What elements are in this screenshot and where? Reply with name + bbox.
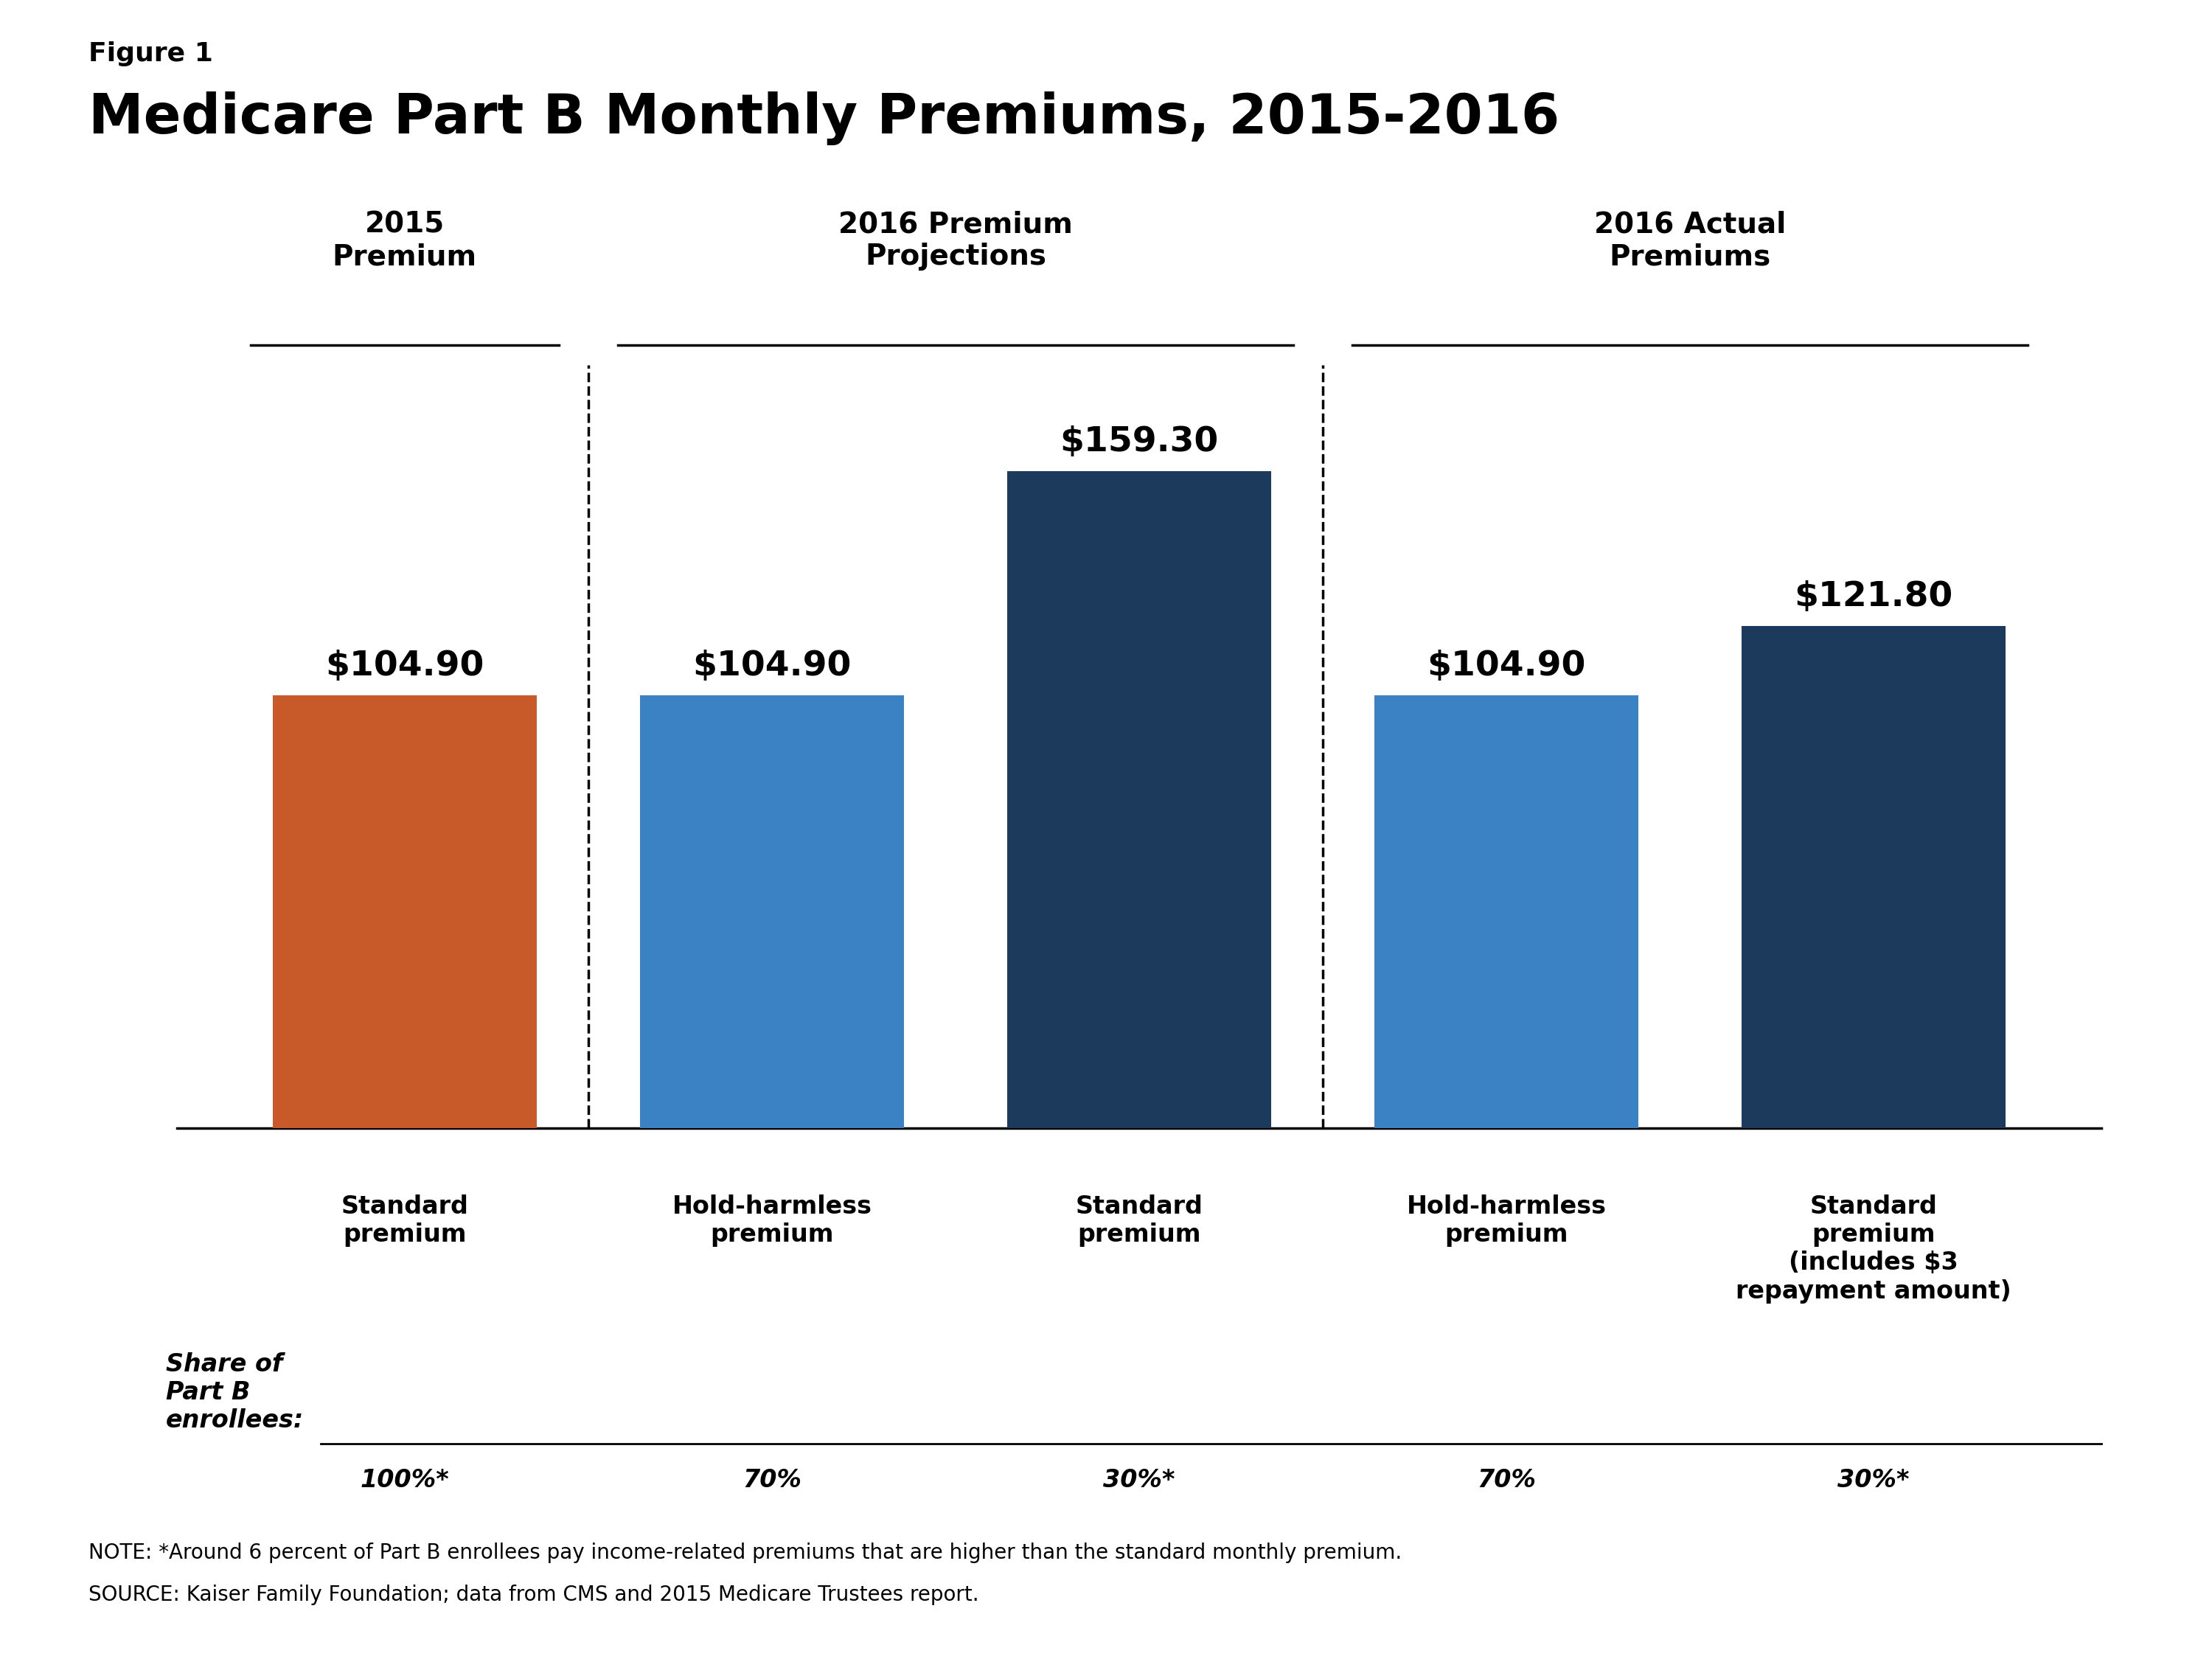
Text: $104.90: $104.90 <box>325 650 484 684</box>
Bar <box>1741 625 2006 1128</box>
Text: THE HENRY J.: THE HENRY J. <box>1982 1505 2064 1515</box>
Text: Standard
premium: Standard premium <box>1075 1194 1203 1248</box>
Text: $159.30: $159.30 <box>1060 425 1219 458</box>
Text: $121.80: $121.80 <box>1794 581 1953 614</box>
Bar <box>272 695 538 1128</box>
Text: 30%*: 30%* <box>1838 1468 1909 1493</box>
Text: Standard
premium
(includes $3
repayment amount): Standard premium (includes $3 repayment … <box>1736 1194 2011 1304</box>
Text: $104.90: $104.90 <box>1427 650 1586 684</box>
Text: 2016 Premium
Projections: 2016 Premium Projections <box>838 211 1073 270</box>
Text: 100%*: 100%* <box>361 1468 449 1493</box>
Text: SOURCE: Kaiser Family Foundation; data from CMS and 2015 Medicare Trustees repor: SOURCE: Kaiser Family Foundation; data f… <box>88 1584 980 1604</box>
Text: 30%*: 30%* <box>1104 1468 1175 1493</box>
Bar <box>1006 471 1272 1128</box>
Text: FAMILY: FAMILY <box>1982 1563 2064 1584</box>
Text: 2015
Premium: 2015 Premium <box>332 211 478 270</box>
Text: 70%: 70% <box>1478 1468 1535 1493</box>
Text: KAISER: KAISER <box>1982 1531 2064 1551</box>
Text: NOTE: *Around 6 percent of Part B enrollees pay income-related premiums that are: NOTE: *Around 6 percent of Part B enroll… <box>88 1543 1402 1563</box>
Text: $104.90: $104.90 <box>692 650 852 684</box>
Text: Medicare Part B Monthly Premiums, 2015-2016: Medicare Part B Monthly Premiums, 2015-2… <box>88 91 1559 144</box>
Text: Share of
Part B
enrollees:: Share of Part B enrollees: <box>166 1352 303 1433</box>
Text: 2016 Actual
Premiums: 2016 Actual Premiums <box>1595 211 1785 270</box>
Text: FOUNDATION: FOUNDATION <box>1982 1601 2064 1611</box>
Text: 70%: 70% <box>743 1468 801 1493</box>
Text: Hold-harmless
premium: Hold-harmless premium <box>1407 1194 1606 1248</box>
Bar <box>639 695 905 1128</box>
Text: Figure 1: Figure 1 <box>88 41 212 66</box>
Text: Standard
premium: Standard premium <box>341 1194 469 1248</box>
Text: Hold-harmless
premium: Hold-harmless premium <box>672 1194 872 1248</box>
Bar <box>1374 695 1639 1128</box>
